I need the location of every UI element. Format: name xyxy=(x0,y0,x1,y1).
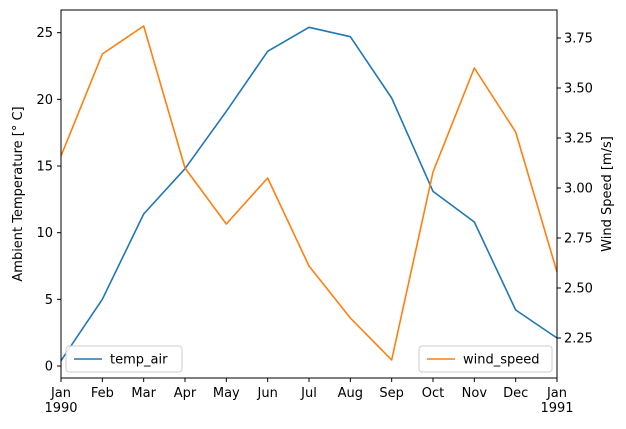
left-tick-label: 25 xyxy=(36,26,53,41)
legend-temp-air: temp_air xyxy=(65,345,183,373)
legend-box xyxy=(65,345,183,373)
legend-label: wind_speed xyxy=(463,353,540,368)
x-tick-label: Mar xyxy=(131,386,156,401)
left-tick-label: 20 xyxy=(36,93,53,108)
left-tick-label: 0 xyxy=(45,360,53,375)
x-tick-label: Sep xyxy=(379,386,404,401)
data-point-wind-speed xyxy=(143,25,145,27)
data-point-temp-air xyxy=(474,221,476,223)
data-point-wind-speed xyxy=(432,171,434,173)
x-tick-label: Apr xyxy=(174,386,197,401)
data-point-wind-speed xyxy=(102,53,104,55)
x-tick-label: Dec xyxy=(503,386,528,401)
right-tick-label: 3.25 xyxy=(564,132,593,147)
data-point-wind-speed xyxy=(267,177,269,179)
data-point-wind-speed xyxy=(184,167,186,169)
right-y-axis: 2.25 2.50 2.75 3.00 3.25 3.50 3.75 xyxy=(557,32,593,347)
data-point-wind-speed xyxy=(474,67,476,69)
data-point-wind-speed xyxy=(515,131,517,133)
left-tick-label: 5 xyxy=(45,293,53,308)
data-point-wind-speed xyxy=(350,317,352,319)
left-tick-label: 10 xyxy=(36,226,53,241)
x-tick-label: 1990 xyxy=(44,401,77,416)
data-point-wind-speed xyxy=(391,359,393,361)
x-tick-label: 1991 xyxy=(540,401,573,416)
left-y-axis: 0 5 10 15 20 25 xyxy=(36,26,61,375)
data-point-temp-air xyxy=(226,111,228,113)
right-tick-label: 3.00 xyxy=(564,182,593,197)
x-tick-label: May xyxy=(213,386,240,401)
data-point-temp-air xyxy=(102,299,104,301)
x-tick-label: Jan xyxy=(546,386,567,401)
x-tick-label: Jun xyxy=(257,386,278,401)
right-tick-label: 2.50 xyxy=(564,282,593,297)
right-axis-label: Wind Speed [m/s] xyxy=(600,136,615,252)
x-tick-label: Oct xyxy=(422,386,444,401)
data-point-wind-speed xyxy=(226,223,228,225)
left-tick-label: 15 xyxy=(36,160,53,175)
right-tick-label: 3.50 xyxy=(564,82,593,97)
data-point-temp-air xyxy=(143,213,145,215)
data-point-temp-air xyxy=(308,27,310,29)
x-tick-label: Jan xyxy=(50,386,71,401)
data-point-temp-air xyxy=(432,191,434,193)
left-axis-label: Ambient Temperature [° C] xyxy=(11,106,26,281)
legend-box xyxy=(418,345,553,373)
data-point-temp-air xyxy=(267,51,269,53)
x-tick-label: Jul xyxy=(300,386,317,401)
right-tick-label: 2.25 xyxy=(564,332,593,347)
data-point-temp-air xyxy=(515,309,517,311)
x-tick-label: Nov xyxy=(462,386,488,401)
right-tick-label: 2.75 xyxy=(564,232,593,247)
series-layer xyxy=(60,25,558,362)
series-line-temp-air xyxy=(60,26,558,362)
data-point-wind-speed xyxy=(308,265,310,267)
legend-wind-speed: wind_speed xyxy=(418,345,553,373)
x-tick-label: Feb xyxy=(91,386,114,401)
right-tick-label: 3.75 xyxy=(564,32,593,47)
data-point-temp-air xyxy=(350,36,352,38)
x-tick-label: Aug xyxy=(338,386,363,401)
legend-label: temp_air xyxy=(110,353,168,368)
series-line-wind-speed xyxy=(60,25,558,361)
data-point-temp-air xyxy=(391,97,393,99)
